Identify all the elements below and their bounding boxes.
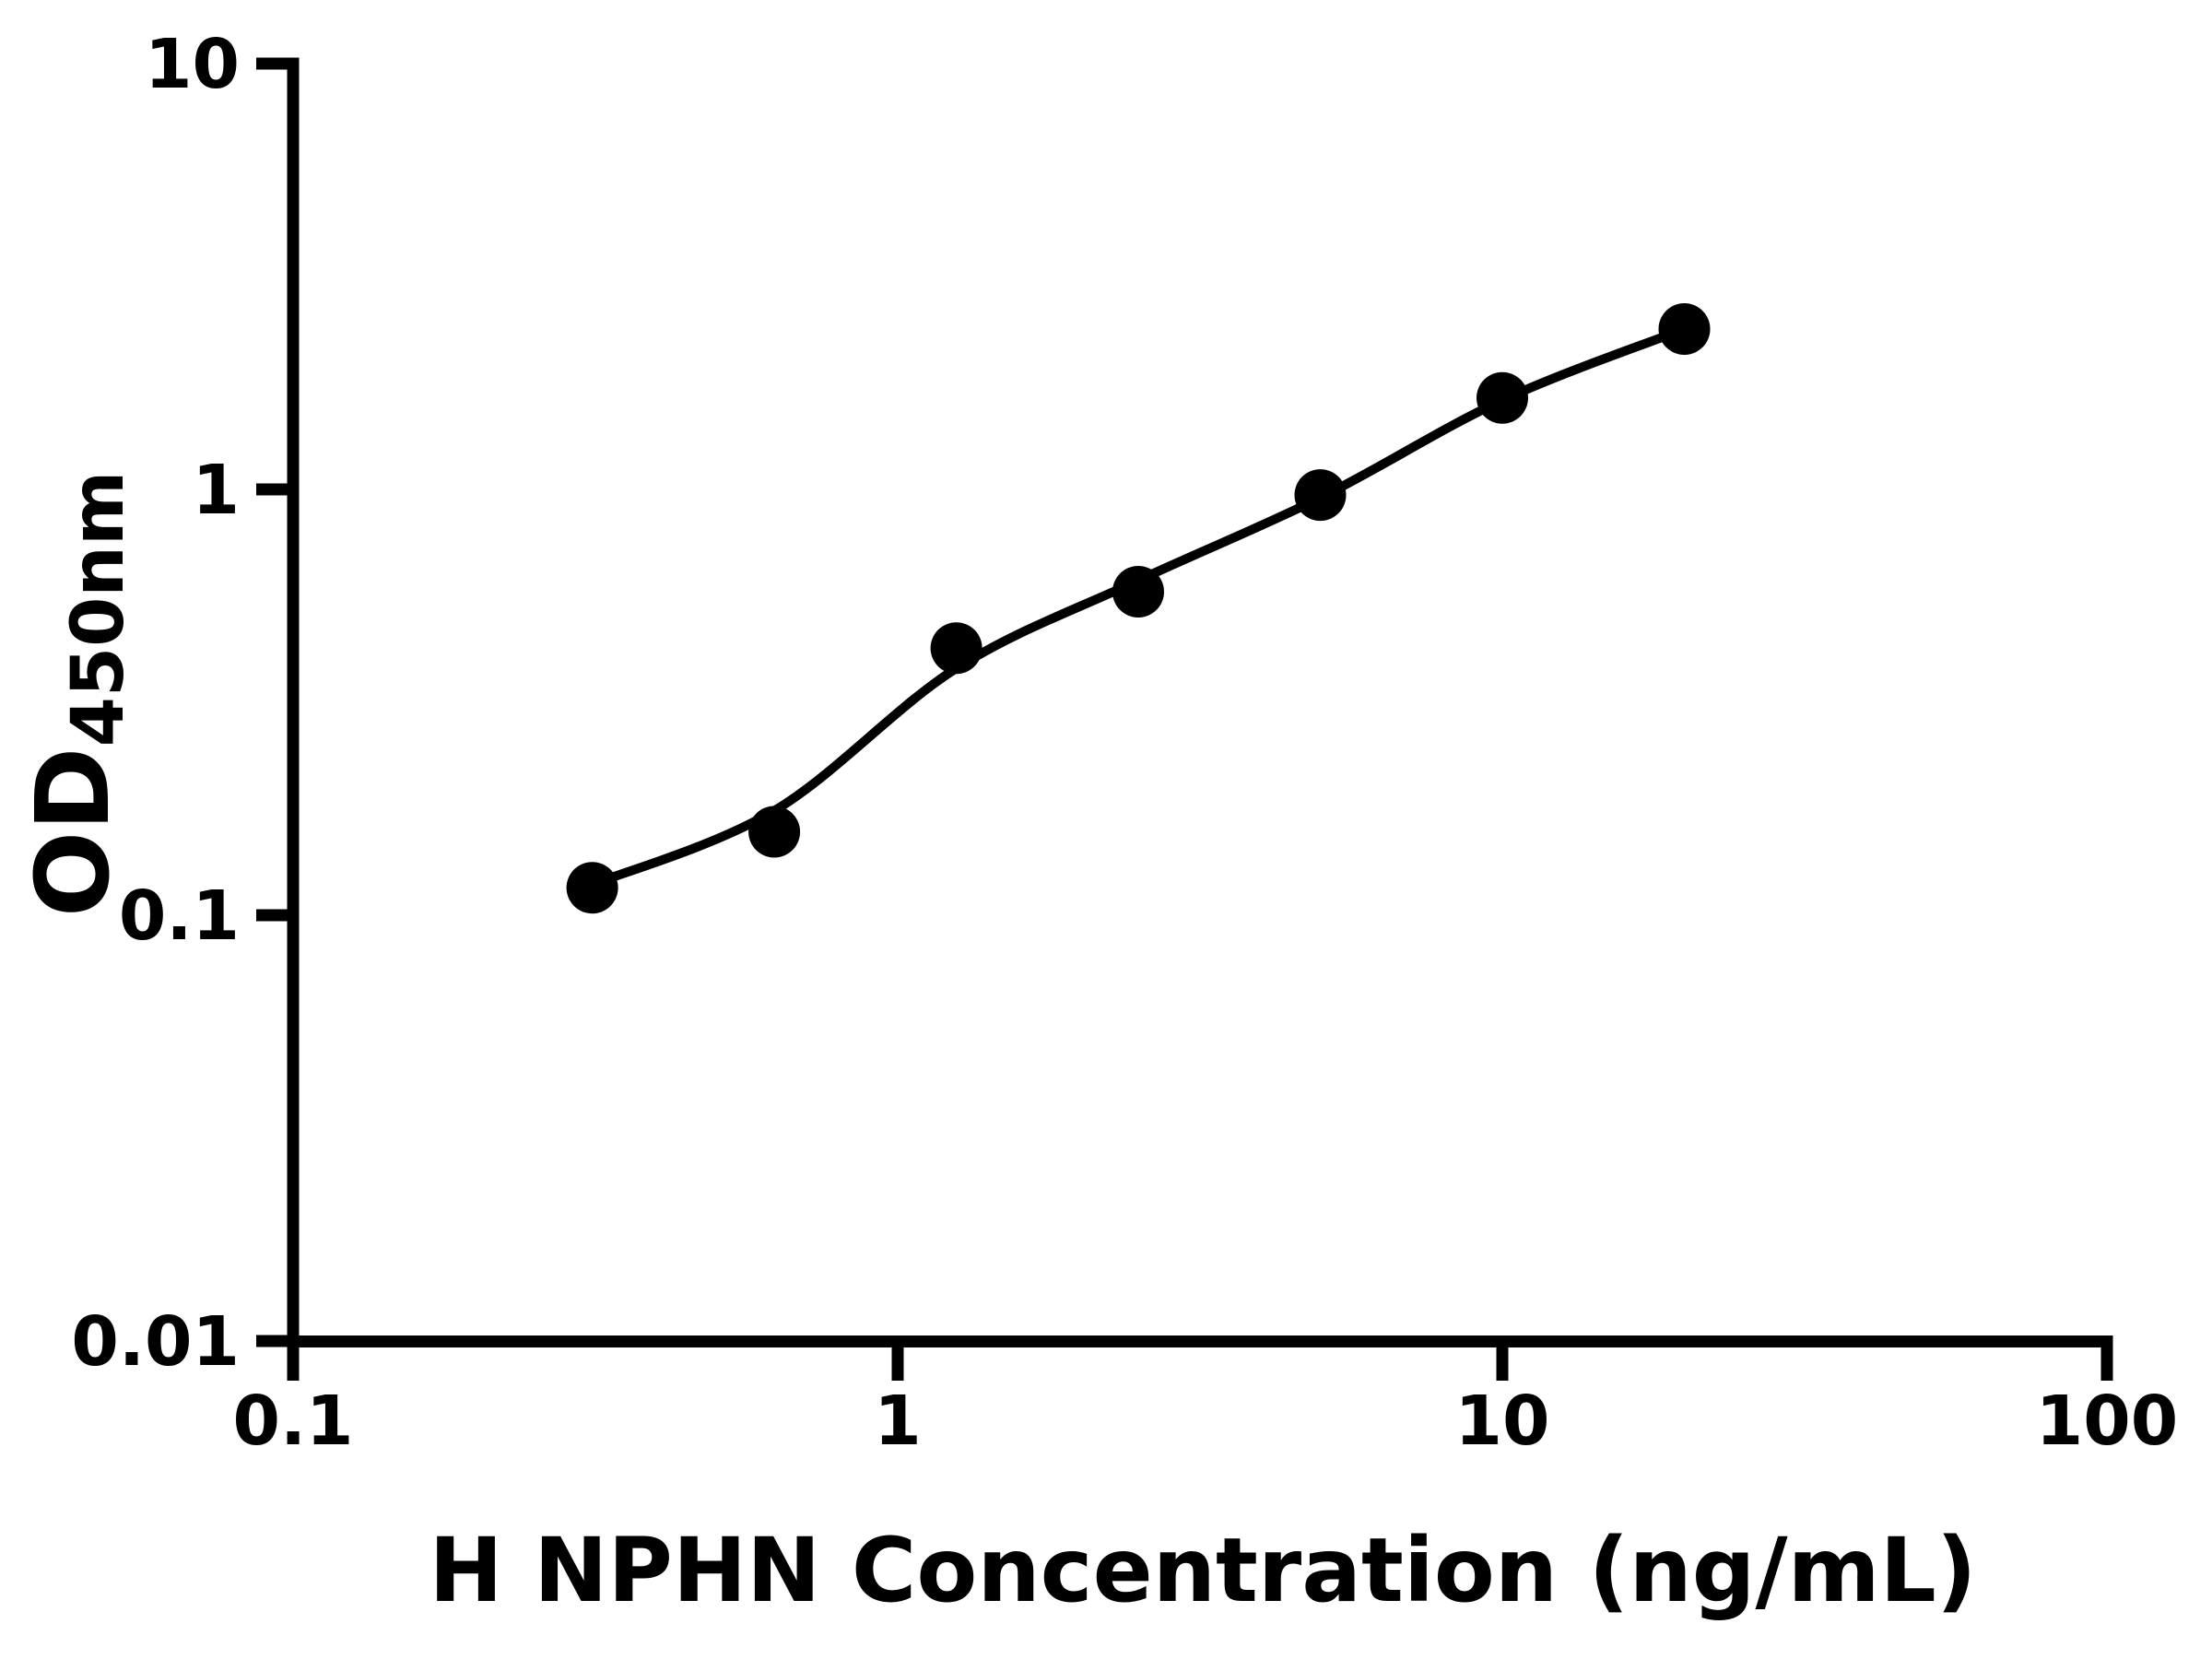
data-point bbox=[1294, 469, 1347, 522]
y-axis-title-sub: 450nm bbox=[57, 471, 140, 747]
axes bbox=[256, 57, 2113, 1381]
y-tick-mark bbox=[256, 57, 293, 70]
x-axis-line bbox=[287, 1335, 2113, 1347]
data-point bbox=[1658, 303, 1711, 355]
y-tick-label: 10 bbox=[145, 25, 240, 104]
y-tick-mark bbox=[256, 483, 293, 496]
y-axis-title: OD450nm bbox=[14, 471, 140, 917]
x-tick-label: 100 bbox=[2036, 1382, 2178, 1461]
y-axis-title-main: OD bbox=[14, 747, 132, 917]
data-point bbox=[748, 806, 801, 858]
y-tick-mark bbox=[256, 1335, 293, 1347]
y-axis-line bbox=[287, 57, 300, 1381]
y-tick-label: 1 bbox=[193, 451, 241, 530]
data-point bbox=[1112, 566, 1164, 618]
data-points bbox=[566, 303, 1711, 914]
x-tick-mark bbox=[891, 1341, 904, 1381]
y-tick-mark bbox=[256, 909, 293, 922]
data-point bbox=[1477, 371, 1528, 424]
x-tick-mark bbox=[2100, 1341, 2113, 1381]
y-tick-label: 0.1 bbox=[119, 877, 240, 956]
x-tick-label: 0.1 bbox=[232, 1382, 353, 1461]
x-tick-mark bbox=[287, 1341, 300, 1381]
x-tick-label: 10 bbox=[1455, 1382, 1550, 1461]
x-tick-mark bbox=[1496, 1341, 1509, 1381]
y-tick-label: 0.01 bbox=[71, 1302, 240, 1382]
data-point bbox=[930, 622, 982, 675]
x-tick-label: 1 bbox=[874, 1382, 922, 1461]
data-point bbox=[566, 862, 618, 914]
x-axis-title: H NPHN Concentration (ng/mL) bbox=[429, 1519, 1976, 1622]
